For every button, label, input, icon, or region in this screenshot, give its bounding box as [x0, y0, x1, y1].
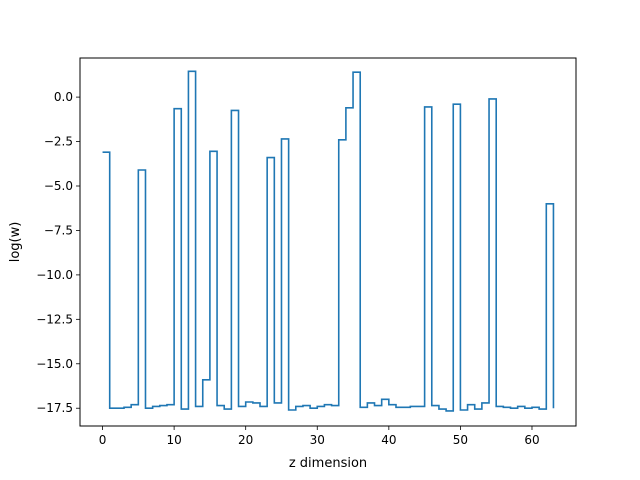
- series-step-line: [102, 70, 555, 412]
- y-axis-label: log(w): [8, 222, 23, 263]
- y-tick-label: −15.0: [36, 357, 73, 371]
- x-tick-label: 60: [524, 433, 539, 447]
- x-tick-label: 10: [166, 433, 181, 447]
- x-tick-label: 0: [99, 433, 107, 447]
- y-tick-label: −17.5: [36, 401, 73, 415]
- y-tick-label: −7.5: [44, 223, 73, 237]
- plot-area: [102, 70, 555, 412]
- x-tick-label: 30: [310, 433, 325, 447]
- y-tick-label: −10.0: [36, 268, 73, 282]
- y-tick-label: 0.0: [54, 90, 73, 104]
- x-axis-ticks: 0 10 20 30 40 50 60: [99, 426, 540, 447]
- y-axis-ticks: 0.0 −2.5 −5.0 −7.5 −10.0 −12.5 −15.0 −17.5: [36, 90, 80, 415]
- axes-frame: [79, 57, 577, 427]
- x-tick-label: 20: [238, 433, 253, 447]
- x-axis-label: z dimension: [289, 456, 367, 471]
- y-tick-label: −5.0: [44, 179, 73, 193]
- x-tick-label: 50: [453, 433, 468, 447]
- y-tick-label: −12.5: [36, 312, 73, 326]
- x-tick-label: 40: [381, 433, 396, 447]
- y-tick-label: −2.5: [44, 135, 73, 149]
